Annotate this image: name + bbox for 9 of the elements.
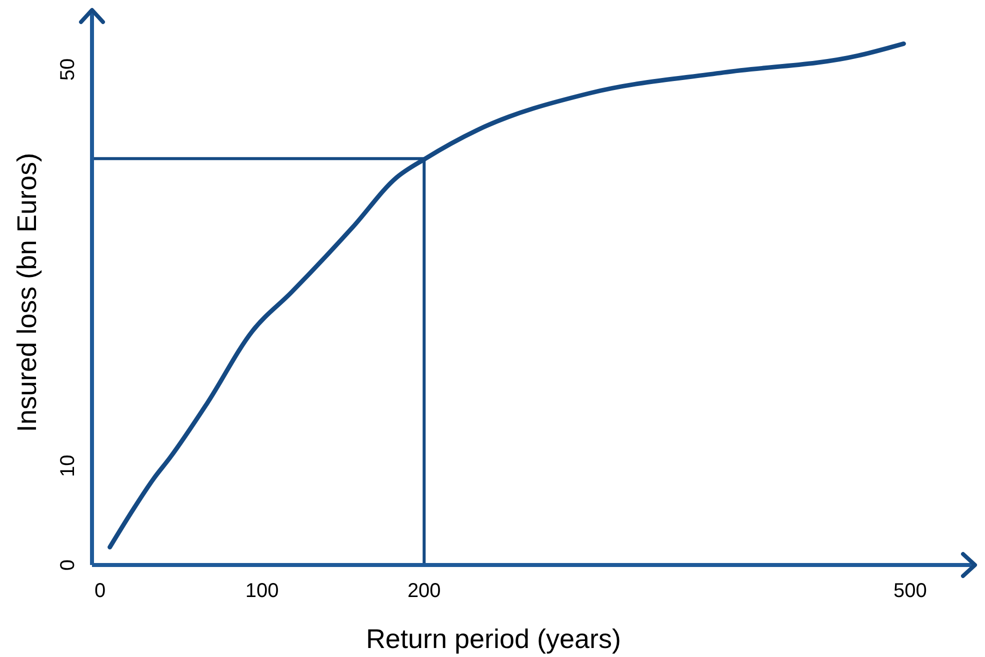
y-axis-title: Insured loss (bn Euros) [12,152,42,432]
x-tick-label: 500 [894,580,927,602]
y-tick-label: 10 [57,454,79,478]
x-axis-title: Return period (years) [366,624,622,654]
y-tick-label: 50 [57,58,79,81]
x-tick-label: 0 [94,580,106,602]
x-tick-label: 200 [407,580,441,602]
x-tick-label: 100 [245,580,279,602]
y-tick-label: 0 [57,559,79,571]
